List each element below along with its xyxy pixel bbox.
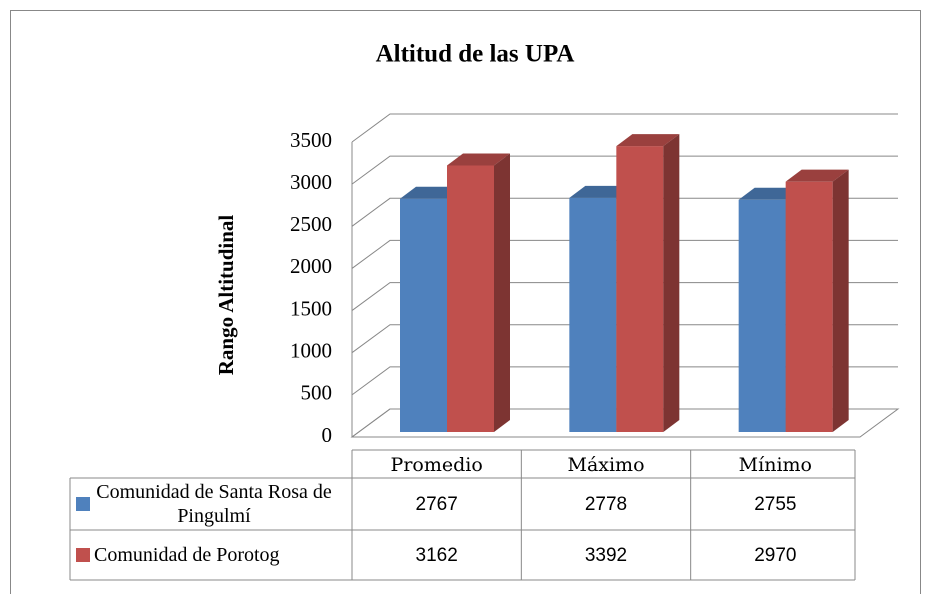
grid-line [351, 366, 898, 396]
bar-side [832, 169, 849, 432]
grid-line [351, 408, 898, 438]
bar-front [785, 181, 833, 432]
legend-entry: Comunidad de Porotog [94, 530, 350, 580]
legend-key [76, 548, 90, 562]
grid-line [351, 324, 898, 354]
y-tick-label: 0 [322, 423, 333, 447]
legend-cell: Comunidad de Santa Rosa de Pingulmí [94, 478, 350, 530]
bar-front [400, 198, 447, 432]
grid-line [351, 239, 898, 269]
y-tick-label: 1500 [290, 296, 332, 320]
bar-front [447, 165, 494, 432]
y-axis-label: Rango Altitudinal [214, 215, 238, 376]
bar-top [785, 169, 849, 182]
legend-key [76, 497, 90, 511]
y-tick-label: 3000 [290, 170, 332, 194]
x-tick-label: Mínimo [739, 454, 812, 476]
bar-side [663, 134, 680, 433]
table-value: 2755 [754, 494, 796, 515]
bar-front [616, 146, 664, 433]
table-value: 3392 [585, 545, 627, 566]
table-value: 2970 [754, 545, 796, 566]
y-tick-label: 500 [301, 381, 333, 405]
bar-front [738, 199, 786, 432]
table-value: 2778 [585, 494, 627, 515]
grid-line [351, 113, 898, 143]
y-tick-label: 3500 [290, 128, 332, 152]
y-tick-label: 1000 [290, 339, 332, 363]
legend-label: Comunidad de Porotog [94, 544, 280, 566]
bar-front [569, 197, 617, 432]
legend-cell: Comunidad de Porotog [94, 530, 350, 580]
grid-line [351, 282, 898, 311]
table-value: 2767 [416, 494, 458, 515]
x-tick-label: Promedio [391, 454, 483, 476]
bar-top [447, 153, 510, 166]
chart-title: Altitud de las UPA [376, 41, 575, 68]
legend-entry: Comunidad de Santa Rosa de Pingulmí [94, 478, 350, 530]
y-tick-label: 2500 [290, 212, 332, 236]
bar-top [616, 134, 680, 147]
grid-line [351, 155, 898, 185]
grid-line [351, 197, 898, 227]
table-value: 3162 [416, 545, 458, 566]
legend-label: Comunidad de Santa Rosa de Pingulmí [96, 481, 332, 527]
y-tick-label: 2000 [290, 254, 332, 278]
x-tick-label: Máximo [567, 454, 644, 476]
bar-side [494, 153, 510, 432]
